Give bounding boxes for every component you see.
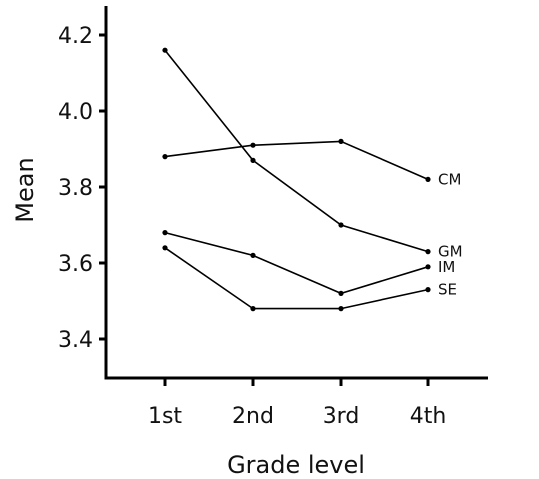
data-point-gm	[250, 157, 256, 163]
series-line-se	[164, 247, 429, 310]
x-axis-ticks: 1st 2nd 3rd 4th	[148, 378, 446, 429]
series-layer	[162, 47, 431, 312]
series-label-cm: CM	[438, 170, 461, 188]
x-axis-title: Grade level	[227, 451, 365, 479]
series-label-im: IM	[438, 258, 455, 276]
data-point-se	[425, 287, 431, 293]
data-point-se	[162, 245, 168, 251]
data-point-se	[338, 306, 344, 312]
data-point-gm	[338, 222, 344, 228]
data-point-cm	[338, 138, 344, 144]
series-line-gm	[164, 49, 429, 253]
series-line-im	[164, 231, 429, 295]
data-point-im	[425, 264, 431, 270]
y-tick-label: 3.6	[58, 252, 93, 277]
x-tick-label: 4th	[410, 404, 447, 429]
data-point-se	[250, 306, 256, 312]
data-point-cm	[250, 142, 256, 148]
y-axis-title: Mean	[11, 157, 39, 222]
y-tick-label: 3.4	[58, 328, 93, 353]
y-tick-label: 3.8	[58, 176, 93, 201]
y-axis-ticks: 3.4 3.6 3.8 4.0 4.2	[58, 24, 106, 353]
y-tick-label: 4.2	[58, 24, 93, 49]
x-tick-label: 1st	[148, 404, 182, 429]
data-point-gm	[425, 249, 431, 255]
x-tick-label: 3rd	[323, 404, 360, 429]
data-point-im	[162, 230, 168, 236]
data-point-gm	[162, 47, 168, 53]
data-point-cm	[425, 176, 431, 182]
data-point-cm	[162, 154, 168, 160]
x-tick-label: 2nd	[232, 404, 274, 429]
series-line-cm	[164, 140, 429, 181]
data-point-im	[250, 252, 256, 258]
y-tick-label: 4.0	[58, 100, 93, 125]
chart-axes	[104, 6, 488, 380]
series-label-gm: GM	[438, 243, 463, 261]
series-label-se: SE	[438, 281, 457, 299]
data-point-im	[338, 290, 344, 296]
